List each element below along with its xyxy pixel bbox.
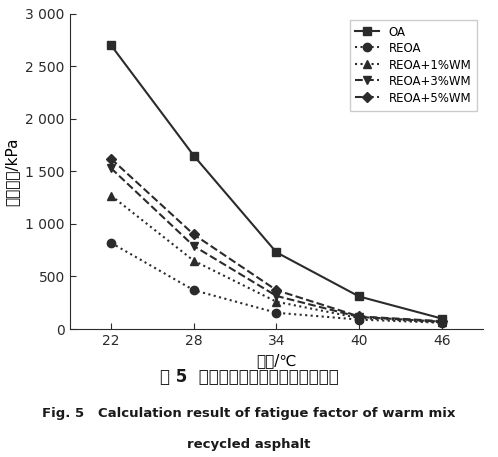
Text: 图 5  温拌再生氥青疲劳因子计算结果: 图 5 温拌再生氥青疲劳因子计算结果 (160, 368, 338, 386)
Line: REOA+3%WM: REOA+3%WM (107, 164, 446, 326)
X-axis label: 温度/℃: 温度/℃ (256, 353, 297, 368)
REOA+3%WM (191, 243, 197, 249)
REOA+5%WM (439, 319, 445, 324)
OA (191, 153, 197, 159)
REOA+5%WM (356, 314, 362, 319)
Line: OA: OA (107, 41, 446, 323)
Line: REOA: REOA (107, 239, 446, 327)
REOA+1%WM (273, 299, 279, 304)
REOA+3%WM (439, 319, 445, 324)
Y-axis label: 疲劳因子/kPa: 疲劳因子/kPa (5, 137, 20, 206)
OA (273, 250, 279, 255)
REOA (108, 240, 114, 245)
REOA (356, 317, 362, 322)
REOA+3%WM (273, 293, 279, 299)
REOA (439, 320, 445, 325)
REOA+1%WM (108, 193, 114, 198)
Text: recycled asphalt: recycled asphalt (187, 438, 311, 451)
Line: REOA+1%WM: REOA+1%WM (107, 191, 446, 326)
REOA+1%WM (356, 315, 362, 321)
REOA+1%WM (439, 319, 445, 325)
OA (439, 316, 445, 321)
REOA (273, 310, 279, 315)
REOA+3%WM (108, 165, 114, 171)
REOA+5%WM (191, 232, 197, 237)
REOA+5%WM (108, 156, 114, 161)
OA (356, 294, 362, 299)
REOA+3%WM (356, 314, 362, 320)
REOA (191, 287, 197, 293)
REOA+1%WM (191, 258, 197, 263)
Text: Fig. 5   Calculation result of fatigue factor of warm mix: Fig. 5 Calculation result of fatigue fac… (42, 407, 456, 420)
Line: REOA+5%WM: REOA+5%WM (108, 155, 445, 324)
OA (108, 43, 114, 48)
REOA+5%WM (273, 287, 279, 293)
Legend: OA, REOA, REOA+1%WM, REOA+3%WM, REOA+5%WM: OA, REOA, REOA+1%WM, REOA+3%WM, REOA+5%W… (350, 20, 477, 111)
